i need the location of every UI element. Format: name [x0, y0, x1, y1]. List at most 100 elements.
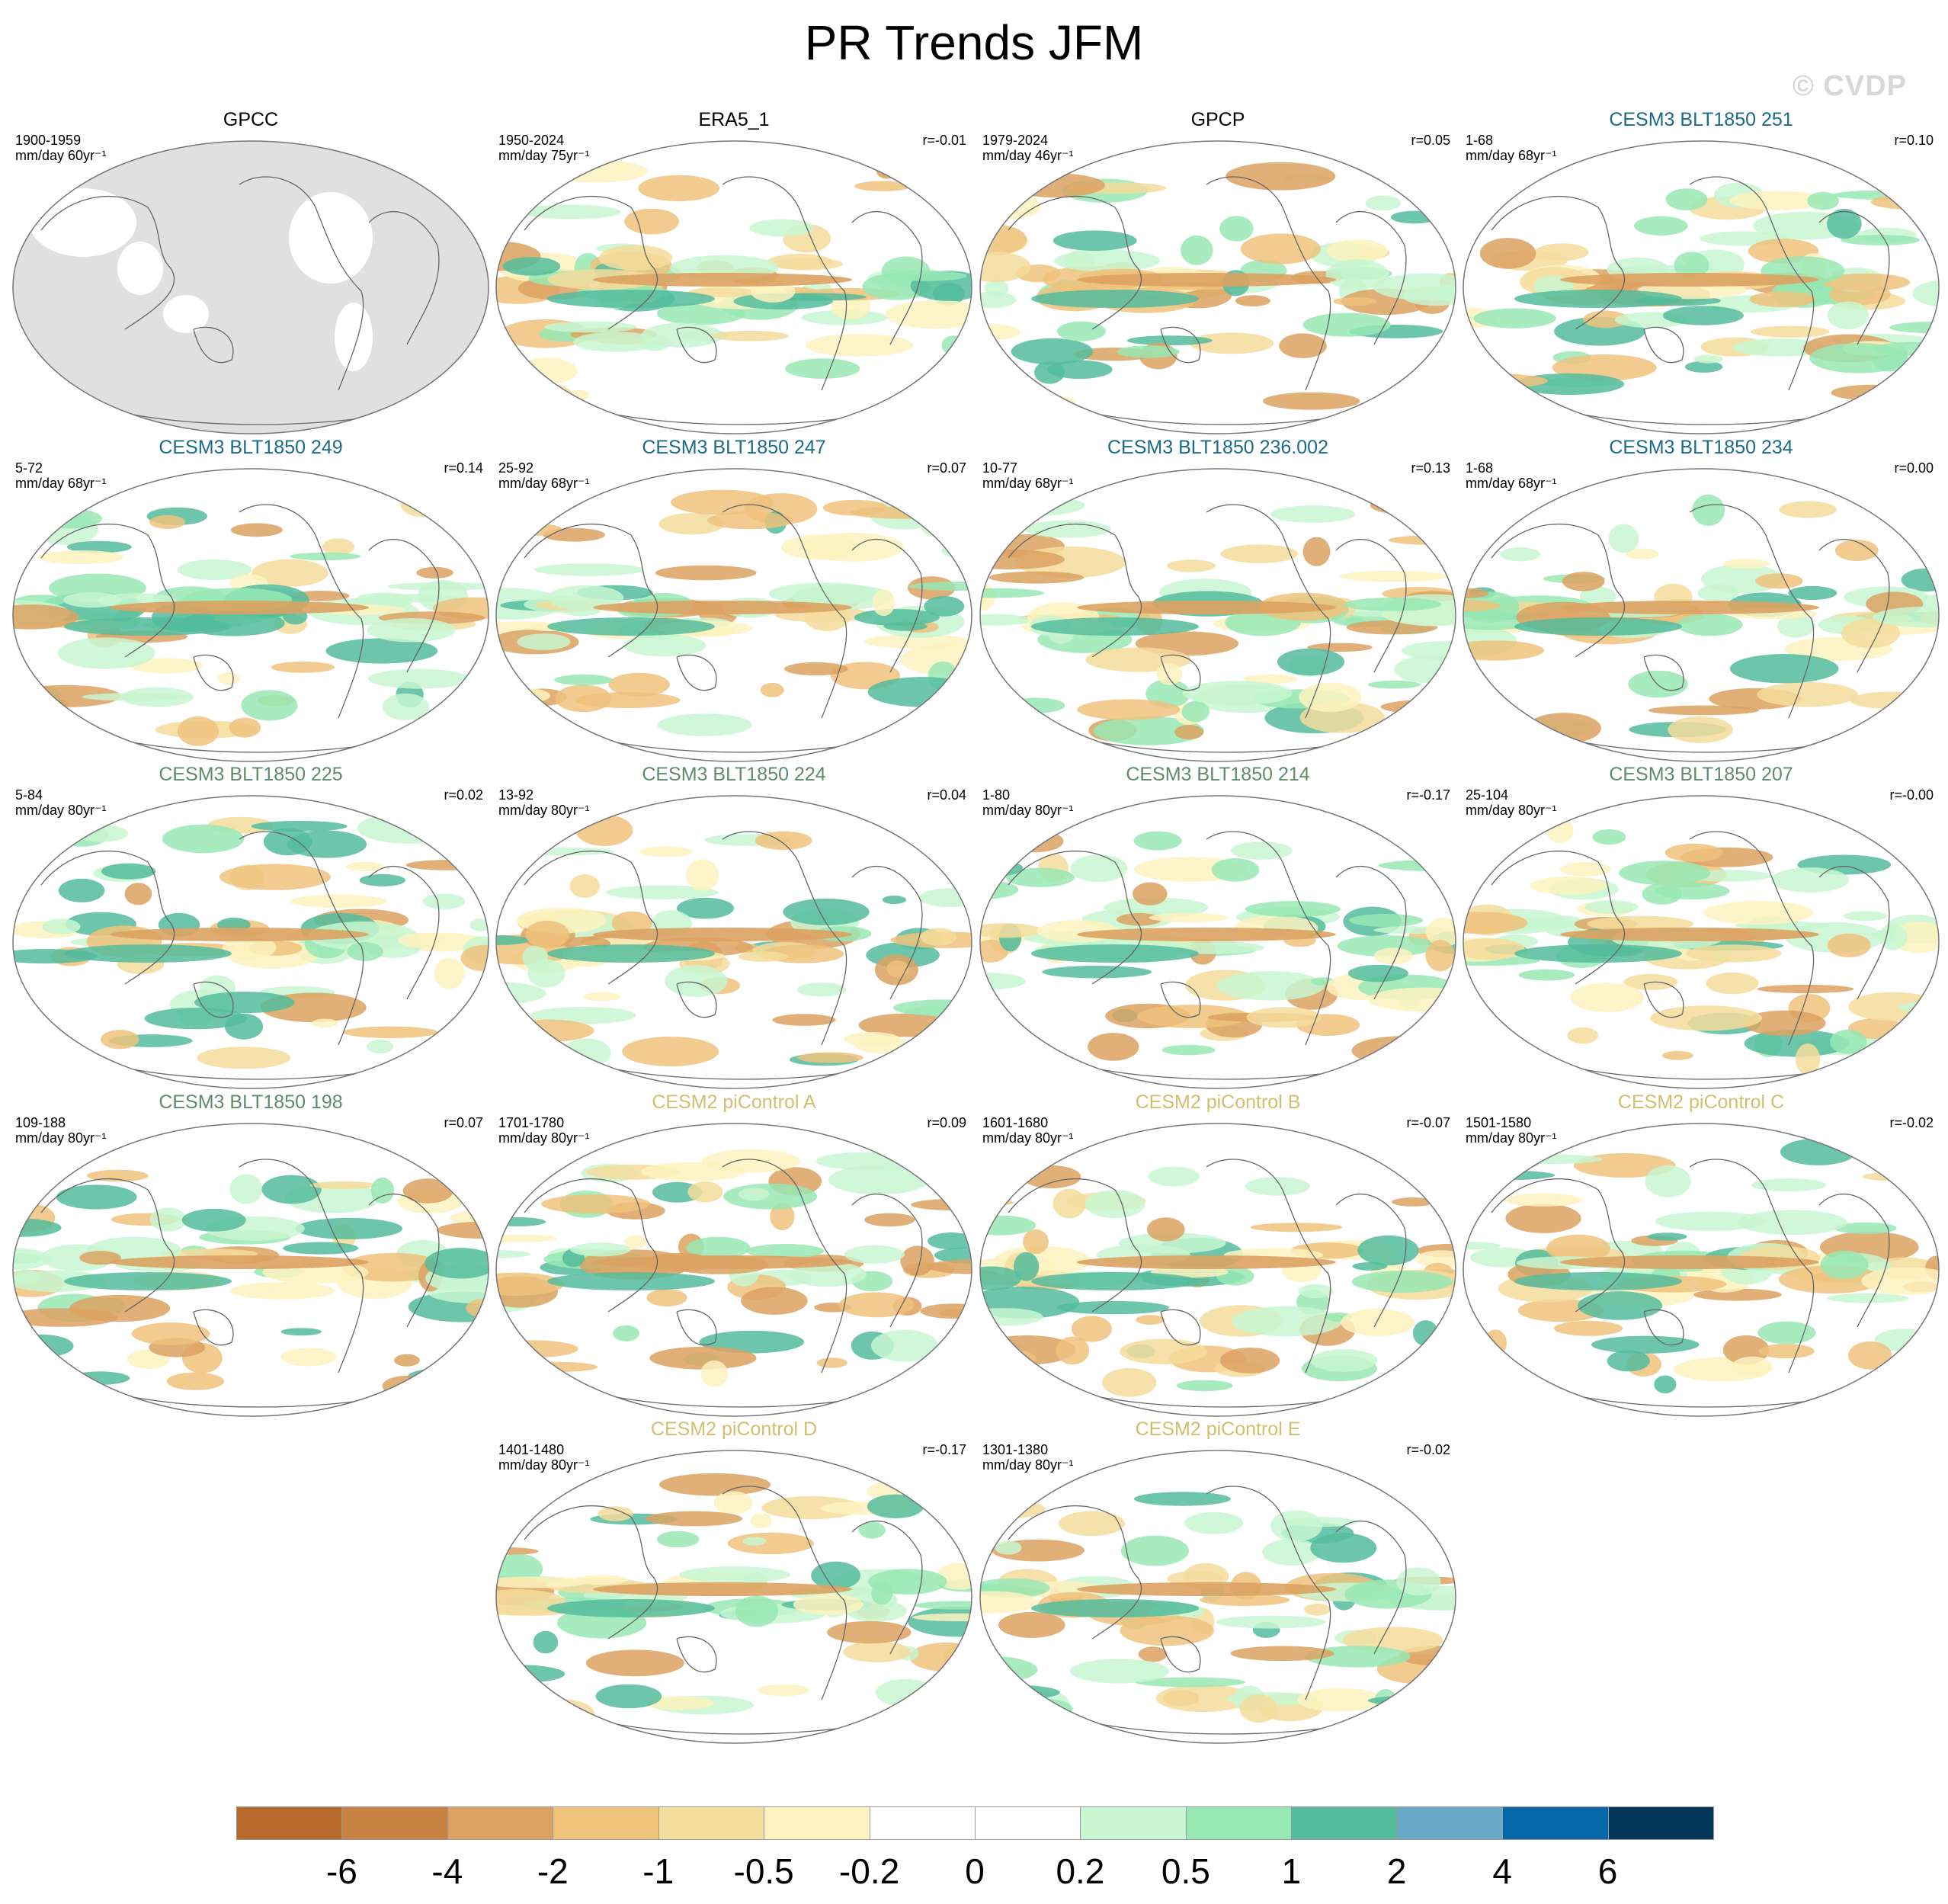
coastline	[524, 1159, 923, 1408]
trend-blob	[595, 1684, 662, 1709]
trend-blob	[1135, 1677, 1245, 1688]
trend-blob	[1235, 295, 1270, 307]
trend-blob	[1860, 1372, 1939, 1383]
panel-units: mm/day 80yr⁻¹	[982, 803, 1074, 818]
panel-units: mm/day 80yr⁻¹	[1466, 803, 1557, 818]
trend-blob	[1326, 239, 1388, 263]
trend-blob	[1126, 335, 1213, 346]
trend-blob	[995, 1540, 1022, 1555]
trend-blob	[980, 393, 1077, 412]
trend-blob	[980, 1014, 1019, 1034]
trend-blob	[1242, 674, 1299, 684]
trend-blob	[1546, 1234, 1610, 1263]
trend-blob	[1562, 572, 1605, 591]
coastline	[1008, 1486, 1407, 1735]
trend-blob	[784, 662, 848, 676]
trend-blob	[13, 1370, 64, 1401]
trend-blob	[655, 565, 757, 581]
trend-blob	[1527, 713, 1601, 744]
trend-blob	[1674, 252, 1709, 279]
trend-blob	[1546, 817, 1574, 844]
map-panel: GPCP 1979-2024 mm/day 46yr⁻¹ r=0.05	[978, 108, 1458, 436]
itcz-band	[593, 1255, 852, 1269]
trend-blob	[1466, 1037, 1505, 1062]
trend-blob	[867, 677, 972, 707]
warm-pool-band	[547, 944, 715, 963]
warm-pool-band	[547, 617, 715, 636]
trend-blob	[398, 933, 446, 948]
warm-pool-band	[1514, 290, 1682, 308]
trend-blob	[271, 662, 335, 673]
trend-blob	[1650, 1005, 1763, 1031]
trend-blob	[219, 864, 331, 890]
trend-blob	[854, 181, 912, 191]
trend-blob	[1421, 356, 1456, 380]
trend-blob	[1463, 690, 1503, 699]
trend-blob	[1133, 882, 1168, 906]
trend-blob	[144, 1008, 248, 1030]
trend-blob	[872, 589, 896, 617]
trend-blob	[496, 935, 530, 945]
trend-blob	[988, 1345, 1026, 1370]
map-panel: CESM3 BLT1850 225 5-84 mm/day 80yr⁻¹ r=0.02	[11, 763, 491, 1091]
trend-blob	[920, 928, 957, 946]
trend-blob	[541, 1194, 651, 1214]
trend-blob	[1427, 838, 1456, 864]
panel-years: 10-77	[982, 460, 1018, 476]
trend-blob	[854, 609, 940, 626]
map-panel: ERA5_1 1950-2024 mm/day 75yr⁻¹ r=-0.01	[494, 108, 974, 436]
trend-blob	[290, 552, 361, 561]
trend-blob	[1145, 679, 1190, 708]
coastline	[1491, 176, 1890, 425]
panel-correlation: r=0.07	[927, 460, 966, 476]
warm-pool-band	[64, 617, 232, 636]
trend-blob	[530, 1006, 636, 1024]
trend-blob	[1184, 1511, 1244, 1534]
trend-map	[12, 1123, 489, 1417]
trend-blob	[502, 257, 561, 276]
land-area	[289, 192, 373, 284]
trend-map	[1463, 468, 1940, 762]
panel-correlation: r=-0.02	[1889, 1115, 1934, 1130]
trend-blob	[1777, 614, 1815, 638]
trend-blob	[1357, 1235, 1419, 1266]
trend-blob	[1349, 914, 1424, 927]
coastline	[40, 1159, 440, 1408]
trend-blob	[367, 618, 456, 643]
trend-blob	[569, 874, 600, 898]
trend-blob	[700, 1360, 729, 1387]
trend-blob	[1155, 1684, 1251, 1713]
trend-blob	[1216, 971, 1325, 1001]
trend-blob	[405, 860, 489, 870]
trend-blob	[496, 1553, 543, 1584]
map-panel: CESM2 piControl A 1701-1780 mm/day 80yr⁻¹ r…	[494, 1091, 974, 1418]
map-panel: CESM3 BLT1850 234 1-68 mm/day 68yr⁻¹ r=0.00	[1461, 436, 1941, 764]
trend-blob	[498, 1379, 566, 1391]
trend-blob	[805, 334, 914, 357]
trend-map	[12, 468, 489, 762]
trend-blob	[1628, 670, 1688, 698]
map-border	[495, 140, 972, 434]
trend-blob	[793, 1594, 863, 1615]
map-border	[979, 795, 1456, 1089]
trend-blob	[638, 175, 720, 202]
trend-blob	[755, 831, 812, 850]
trend-blob	[1505, 1204, 1581, 1233]
colorbar	[236, 1806, 1714, 1841]
trend-blob	[1518, 969, 1575, 981]
trend-blob	[1054, 249, 1160, 272]
trend-blob	[1788, 585, 1837, 601]
trend-blob	[57, 637, 155, 669]
map-panel: CESM2 piControl B 1601-1680 mm/day 80yr⁻¹ r…	[978, 1091, 1458, 1418]
trend-blob	[1325, 259, 1389, 290]
trend-field	[1463, 817, 1939, 1075]
trend-blob	[980, 1266, 1022, 1290]
coastline	[40, 504, 440, 753]
panel-title: CESM2 piControl E	[1135, 1418, 1301, 1440]
trend-blob	[1425, 940, 1455, 972]
coastline	[1008, 831, 1407, 1080]
itcz-band	[1560, 601, 1819, 614]
trend-blob	[252, 559, 328, 587]
trend-blob	[723, 1183, 818, 1210]
land-area	[117, 242, 163, 295]
